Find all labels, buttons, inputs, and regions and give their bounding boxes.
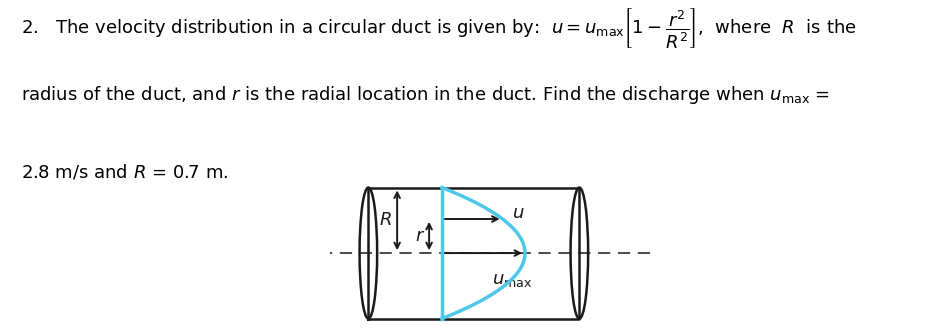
Text: 2.8 m/s and $R$ = 0.7 m.: 2.8 m/s and $R$ = 0.7 m. <box>21 162 228 181</box>
Text: $r$: $r$ <box>415 227 426 245</box>
Text: $u_\mathrm{max}$: $u_\mathrm{max}$ <box>492 271 532 289</box>
Text: $u$: $u$ <box>512 203 525 221</box>
Text: $R$: $R$ <box>379 211 391 229</box>
Text: 2.   The velocity distribution in a circular duct is given by:  $u = u_\mathrm{m: 2. The velocity distribution in a circul… <box>21 6 856 50</box>
Text: radius of the duct, and $r$ is the radial location in the duct. Find the dischar: radius of the duct, and $r$ is the radia… <box>21 84 830 106</box>
